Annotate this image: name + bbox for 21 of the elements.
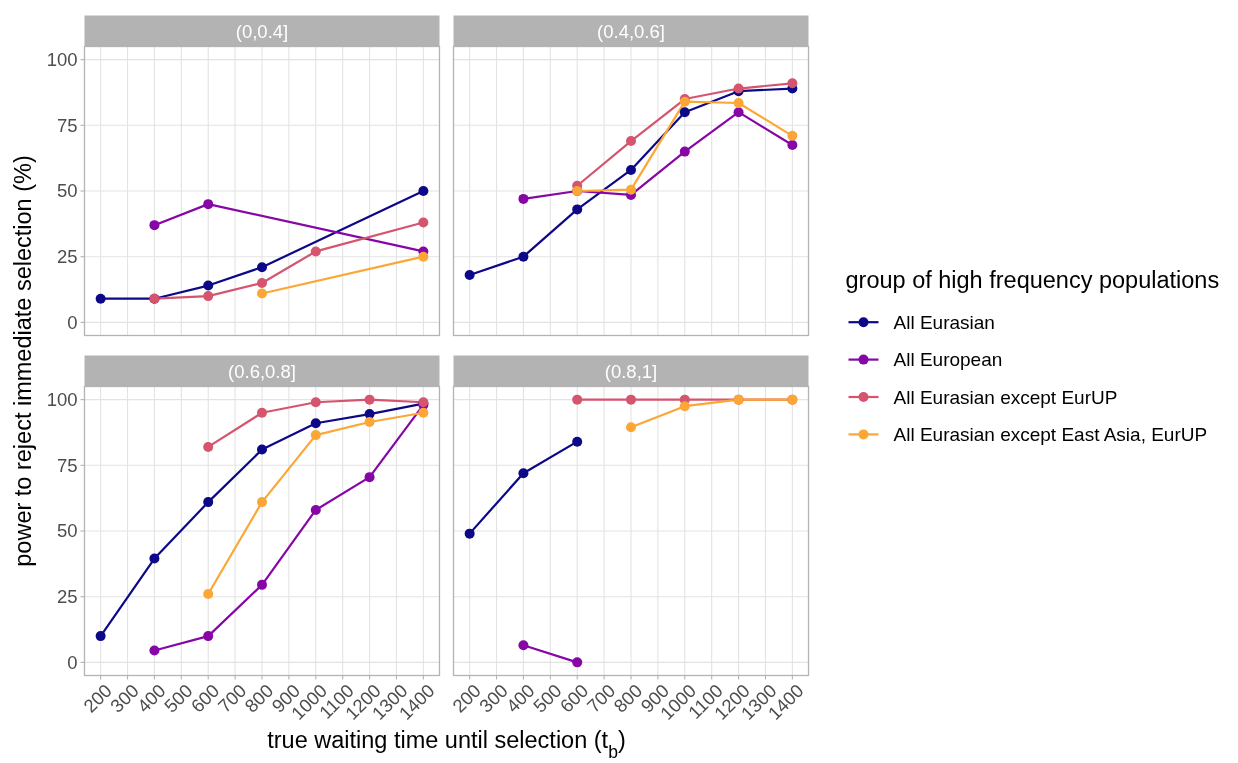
legend-label: All Eurasian except East Asia, EurUP [893, 424, 1208, 446]
chart-title: (0.6,0.8] [228, 360, 296, 382]
y-axis-title: power to reject immediate selection (%) [10, 155, 36, 567]
chart-title: (0.8,1] [604, 360, 658, 382]
y-tick-label: 25 [56, 246, 78, 268]
y-tick-label: 75 [56, 114, 78, 136]
y-tick-label: 75 [56, 454, 78, 476]
y-tick-label: 50 [56, 180, 78, 202]
chart-title: (0.4,0.6] [597, 20, 665, 42]
legend-label: All European [893, 349, 1003, 371]
y-tick-label: 0 [67, 651, 78, 673]
x-axis-title: true waiting time until selection (t$_{b}$) [267, 726, 626, 762]
y-tick-label: 25 [56, 586, 78, 608]
y-tick-label: 0 [67, 311, 78, 333]
chart-title: (0,0.4] [235, 20, 289, 42]
y-tick-label: 100 [46, 389, 78, 411]
legend-label: All Eurasian except EurUP [893, 386, 1118, 408]
y-tick-label: 50 [56, 520, 78, 542]
y-tick-label: 100 [46, 49, 78, 71]
legend-label: All Eurasian [893, 311, 995, 333]
legend-title: group of high frequency populations [845, 266, 1220, 293]
